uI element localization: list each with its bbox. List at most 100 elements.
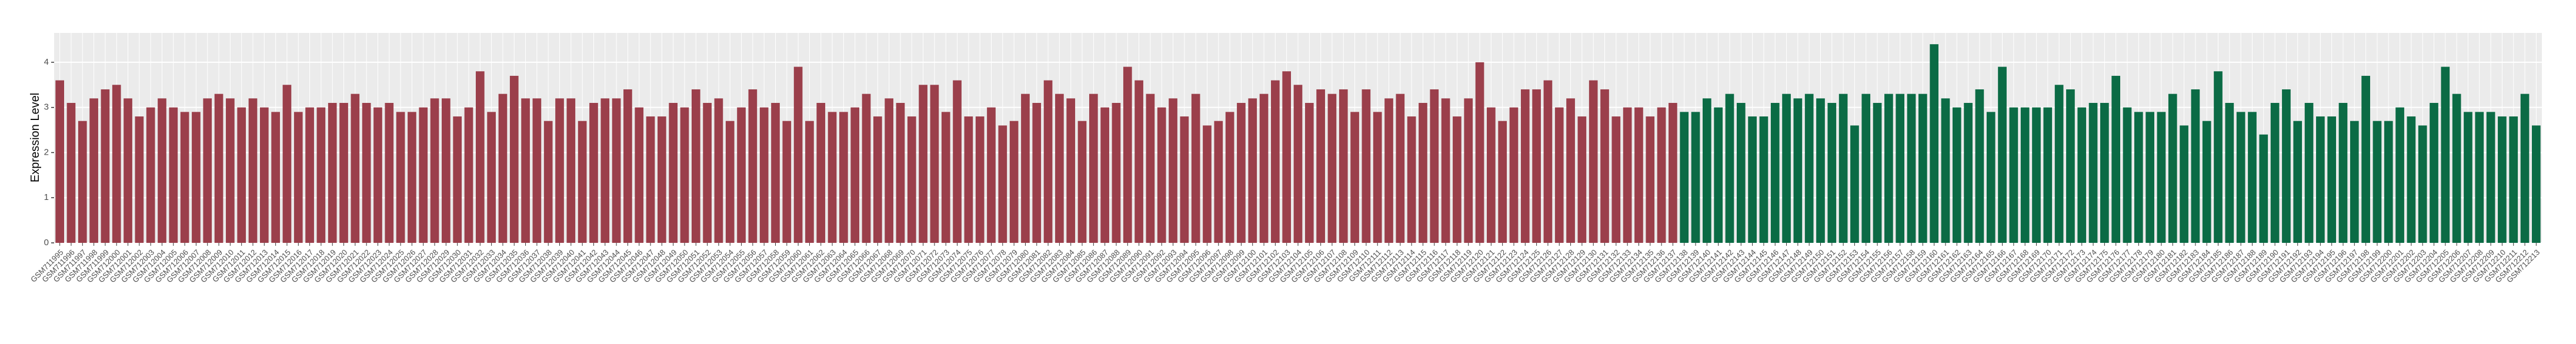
bar: [475, 71, 485, 243]
bar: [1373, 112, 1382, 243]
bar: [498, 93, 508, 243]
bar: [987, 107, 996, 243]
bar: [2350, 121, 2359, 243]
bar: [66, 103, 76, 243]
bar: [964, 116, 973, 243]
bar: [1203, 125, 1212, 243]
bar: [2520, 93, 2530, 243]
bar: [2066, 89, 2075, 243]
bar: [78, 121, 87, 243]
bar: [1077, 121, 1087, 243]
bar: [1952, 107, 1961, 243]
bar: [2202, 121, 2211, 243]
bar: [1441, 98, 1450, 243]
bar: [453, 116, 462, 243]
bar: [1600, 89, 1609, 243]
bar: [646, 116, 655, 243]
bar: [532, 98, 542, 243]
bar: [1918, 93, 1927, 243]
bar: [271, 112, 280, 243]
bar: [351, 93, 360, 243]
bar: [2123, 107, 2132, 243]
bar: [1975, 89, 1984, 243]
bar: [1100, 107, 1109, 243]
bar: [1703, 98, 1711, 243]
bar: [975, 116, 985, 243]
bar: [2304, 103, 2314, 243]
bar: [509, 75, 519, 243]
bar: [521, 98, 530, 243]
bar: [226, 98, 235, 243]
bar: [737, 107, 746, 243]
bar: [930, 85, 939, 243]
bar: [419, 107, 428, 243]
bar: [180, 112, 189, 243]
bar: [998, 125, 1007, 243]
bar: [907, 116, 916, 243]
bar: [805, 121, 814, 243]
bar: [1157, 107, 1166, 243]
bar: [248, 98, 258, 243]
bar: [1714, 107, 1723, 243]
bar: [2338, 103, 2348, 243]
bar: [237, 107, 246, 243]
bar: [1271, 80, 1280, 243]
bar: [1032, 103, 1042, 243]
bar: [2361, 75, 2370, 243]
bar: [2270, 103, 2280, 243]
bar: [1396, 93, 1405, 243]
bar: [1941, 98, 1950, 243]
bar: [1850, 125, 1859, 243]
bar: [2077, 107, 2087, 243]
bar: [2316, 116, 2325, 243]
bar: [1475, 62, 1484, 243]
bar: [850, 107, 860, 243]
bar: [566, 98, 576, 243]
bar: [658, 116, 666, 243]
y-tick-label: 1: [44, 192, 49, 202]
bar: [1464, 98, 1473, 243]
bar: [1554, 107, 1564, 243]
bar: [2168, 93, 2177, 243]
y-tick-label: 4: [44, 57, 49, 67]
bar: [885, 98, 893, 243]
bar: [703, 103, 712, 243]
bar: [1566, 98, 1575, 243]
bar: [1838, 93, 1848, 243]
bar: [1350, 112, 1359, 243]
bar: [2180, 125, 2188, 243]
bar: [2248, 112, 2257, 243]
bar: [623, 89, 632, 243]
bar: [487, 112, 496, 243]
bar: [1180, 116, 1189, 243]
bar: [2475, 112, 2484, 243]
bar: [2452, 93, 2461, 243]
bar: [305, 107, 314, 243]
bar: [1543, 80, 1553, 243]
bar: [2373, 121, 2382, 243]
bar: [1021, 93, 1030, 243]
bar: [362, 103, 371, 243]
bar: [1453, 116, 1461, 243]
bar: [2145, 112, 2154, 243]
bar: [1748, 116, 1757, 243]
bar: [2509, 116, 2518, 243]
bar: [1657, 107, 1666, 243]
bar: [1384, 98, 1393, 243]
bar: [2418, 125, 2427, 243]
bar: [1532, 89, 1541, 243]
bar: [1782, 93, 1791, 243]
bar: [1964, 103, 1973, 243]
bar: [1884, 93, 1893, 243]
bar: [1169, 98, 1177, 243]
bar: [339, 103, 348, 243]
bar: [2282, 89, 2291, 243]
bar: [782, 121, 792, 243]
bar: [873, 116, 882, 243]
bar: [1804, 93, 1814, 243]
bar: [600, 98, 610, 243]
bar: [793, 66, 803, 243]
bar: [2395, 107, 2404, 243]
bar: [1259, 93, 1269, 243]
bar: [816, 103, 826, 243]
